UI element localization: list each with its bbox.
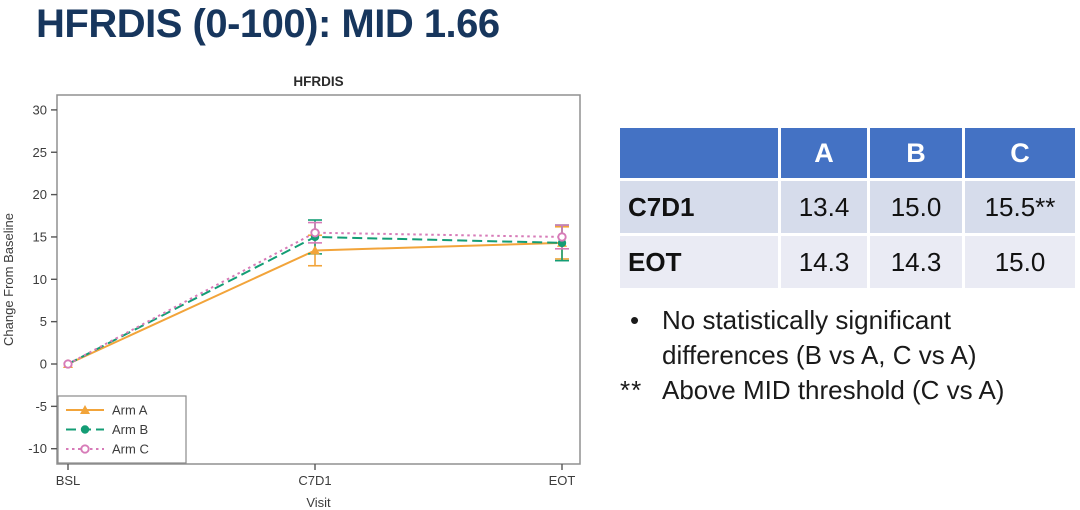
table-cell-c7d1-c: 15.5** — [965, 181, 1075, 233]
hfrdis-line-chart: -10 -5 0 5 10 15 20 25 30 BSL C7D1 EOT HFRDIS Visit Ch… — [0, 66, 600, 510]
svg-text:20: 20 — [33, 187, 47, 202]
bullet-text: No statistically significant differences… — [662, 305, 977, 370]
footnote-text: Above MID threshold (C vs A) — [662, 375, 1005, 405]
svg-text:25: 25 — [33, 145, 47, 160]
table-cell-eot-a: 14.3 — [781, 236, 867, 288]
table-cell-c7d1-a: 13.4 — [781, 181, 867, 233]
table-col-header-b: B — [870, 128, 962, 178]
table-corner-cell — [620, 128, 778, 178]
notes-block: • No statistically significant differenc… — [620, 303, 1056, 408]
table-col-header-a: A — [781, 128, 867, 178]
svg-text:10: 10 — [33, 272, 47, 287]
page-title: HFRDIS (0-100): MID 1.66 — [36, 2, 500, 46]
bullet-item: • No statistically significant differenc… — [620, 303, 1056, 373]
asterisk-marker: ** — [620, 375, 643, 405]
svg-text:Visit: Visit — [306, 495, 331, 510]
svg-text:0: 0 — [40, 357, 47, 372]
table-cell-eot-c: 15.0 — [965, 236, 1075, 288]
table-row-label-c7d1: C7D1 — [620, 181, 778, 233]
table-cell-c7d1-b: 15.0 — [870, 181, 962, 233]
svg-text:-10: -10 — [28, 441, 47, 456]
table-col-header-c: C — [965, 128, 1075, 178]
svg-text:Arm B: Arm B — [112, 422, 148, 437]
svg-text:HFRDIS: HFRDIS — [293, 74, 343, 89]
footnote-item: ** Above MID threshold (C vs A) — [620, 373, 1056, 408]
svg-text:C7D1: C7D1 — [298, 473, 331, 488]
svg-text:Change From Baseline: Change From Baseline — [1, 213, 16, 346]
svg-text:EOT: EOT — [549, 473, 576, 488]
svg-text:Arm C: Arm C — [112, 442, 149, 457]
results-table: A B C C7D1 13.4 15.0 15.5** EOT 14.3 14.… — [620, 128, 1075, 288]
svg-text:30: 30 — [33, 102, 47, 117]
bullet-icon: • — [630, 305, 640, 335]
table-cell-eot-b: 14.3 — [870, 236, 962, 288]
svg-text:5: 5 — [40, 314, 47, 329]
svg-text:BSL: BSL — [56, 473, 81, 488]
hfrdis-chart-svg: -10 -5 0 5 10 15 20 25 30 BSL C7D1 EOT HFRDIS Visit Ch… — [1, 74, 581, 510]
svg-text:Arm A: Arm A — [112, 403, 148, 418]
svg-text:-5: -5 — [35, 399, 47, 414]
table-row-label-eot: EOT — [620, 236, 778, 288]
svg-text:15: 15 — [33, 229, 47, 244]
